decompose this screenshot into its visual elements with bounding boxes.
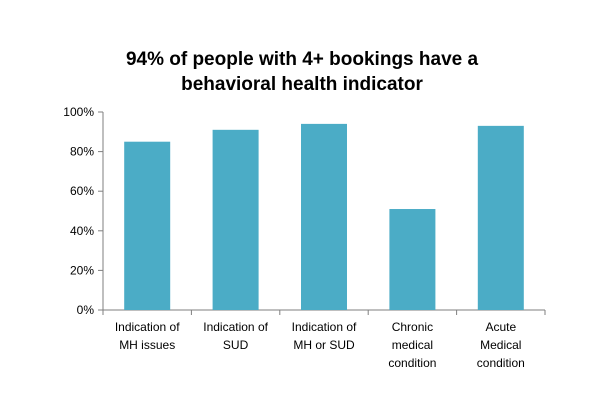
x-category-label: MH issues	[119, 338, 175, 352]
x-category-label: MH or SUD	[293, 338, 355, 352]
y-tick-label: 60%	[70, 184, 94, 198]
bar-5	[477, 125, 524, 310]
chart-title: 94% of people with 4+ bookings have a beh…	[126, 49, 479, 95]
bars	[124, 123, 524, 310]
x-category-label: Acute	[485, 320, 516, 334]
x-axis-labels: Indication of MH issues Indication of SUD In…	[115, 320, 525, 370]
x-category-label: Chronic	[392, 320, 433, 334]
y-tick-label: 80%	[70, 145, 94, 159]
bar-3	[301, 123, 347, 310]
x-category-label: Indication of	[292, 320, 357, 334]
y-tick-label: 0%	[77, 303, 95, 317]
y-tick-label: 40%	[70, 224, 94, 238]
axes: 0% 20% 40% 60% 80% 100%	[63, 105, 546, 317]
x-category-label: medical	[392, 338, 433, 352]
y-tick-label: 100%	[63, 105, 94, 119]
x-category-label: Indication of	[203, 320, 268, 334]
bar-2	[212, 129, 259, 310]
x-category-label: Indication of	[115, 320, 180, 334]
x-category-label: SUD	[223, 338, 249, 352]
bar-1	[124, 141, 171, 310]
x-category-label: Medical	[480, 338, 521, 352]
chart-title-line-2: behavioral health indicator	[181, 74, 423, 95]
x-category-label: condition	[477, 356, 525, 370]
y-tick-label: 20%	[70, 263, 94, 277]
x-category-label: condition	[388, 356, 436, 370]
chart-title-line-1: 94% of people with 4+ bookings have a	[126, 49, 479, 70]
bar-4	[389, 209, 436, 310]
